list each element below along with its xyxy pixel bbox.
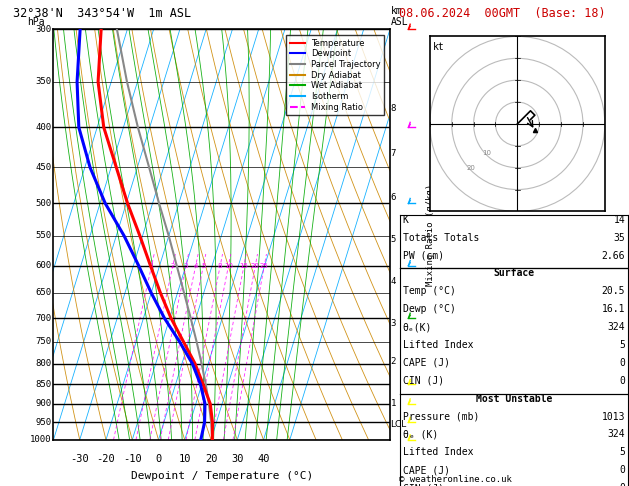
Text: 40: 40 bbox=[257, 454, 270, 464]
Text: 15: 15 bbox=[240, 262, 248, 269]
Text: 16.1: 16.1 bbox=[602, 304, 625, 314]
Text: 10: 10 bbox=[482, 150, 491, 156]
Text: km
ASL: km ASL bbox=[391, 5, 408, 27]
Text: 20: 20 bbox=[205, 454, 217, 464]
Text: Lifted Index: Lifted Index bbox=[403, 447, 473, 457]
Text: 20: 20 bbox=[251, 262, 260, 269]
Text: kt: kt bbox=[433, 42, 445, 52]
Text: 850: 850 bbox=[36, 380, 52, 389]
Text: Dewpoint / Temperature (°C): Dewpoint / Temperature (°C) bbox=[131, 470, 313, 481]
Text: Temp (°C): Temp (°C) bbox=[403, 286, 455, 296]
Text: 750: 750 bbox=[36, 337, 52, 346]
Text: 30: 30 bbox=[231, 454, 243, 464]
Text: 3: 3 bbox=[184, 262, 188, 269]
Text: 1: 1 bbox=[149, 262, 154, 269]
Text: CAPE (J): CAPE (J) bbox=[403, 465, 450, 475]
Text: 2.66: 2.66 bbox=[602, 251, 625, 260]
Text: 700: 700 bbox=[36, 313, 52, 323]
Text: 300: 300 bbox=[36, 25, 52, 34]
Text: 500: 500 bbox=[36, 199, 52, 208]
Text: θₑ(K): θₑ(K) bbox=[403, 322, 432, 332]
Text: CAPE (J): CAPE (J) bbox=[403, 358, 450, 368]
Text: 25: 25 bbox=[260, 262, 269, 269]
Text: CIN (J): CIN (J) bbox=[403, 483, 443, 486]
Text: 0: 0 bbox=[155, 454, 162, 464]
Text: 324: 324 bbox=[608, 322, 625, 332]
Text: 0: 0 bbox=[620, 376, 625, 386]
Text: 10: 10 bbox=[224, 262, 233, 269]
Text: 6: 6 bbox=[391, 193, 396, 202]
Text: Totals Totals: Totals Totals bbox=[403, 233, 479, 243]
Text: 7: 7 bbox=[391, 149, 396, 158]
Text: 35: 35 bbox=[613, 233, 625, 243]
Text: 900: 900 bbox=[36, 399, 52, 408]
Text: 400: 400 bbox=[36, 123, 52, 132]
Text: 4: 4 bbox=[194, 262, 198, 269]
Text: 650: 650 bbox=[36, 288, 52, 297]
Text: 5: 5 bbox=[620, 340, 625, 350]
Text: hPa: hPa bbox=[28, 17, 45, 27]
Text: 550: 550 bbox=[36, 231, 52, 241]
Text: 5: 5 bbox=[620, 447, 625, 457]
Text: 14: 14 bbox=[613, 215, 625, 225]
Text: 1013: 1013 bbox=[602, 412, 625, 421]
Text: 1000: 1000 bbox=[30, 435, 52, 444]
Text: Dewp (°C): Dewp (°C) bbox=[403, 304, 455, 314]
Text: 950: 950 bbox=[36, 418, 52, 427]
Text: 324: 324 bbox=[608, 430, 625, 439]
Text: 1: 1 bbox=[391, 399, 396, 408]
Text: -20: -20 bbox=[97, 454, 115, 464]
Text: 2: 2 bbox=[170, 262, 175, 269]
Text: 0: 0 bbox=[620, 483, 625, 486]
Text: Mixing Ratio (g/kg): Mixing Ratio (g/kg) bbox=[426, 183, 435, 286]
Text: LCL: LCL bbox=[390, 420, 406, 429]
Legend: Temperature, Dewpoint, Parcel Trajectory, Dry Adiabat, Wet Adiabat, Isotherm, Mi: Temperature, Dewpoint, Parcel Trajectory… bbox=[286, 35, 384, 115]
Text: 350: 350 bbox=[36, 77, 52, 86]
Text: 800: 800 bbox=[36, 359, 52, 368]
Text: PW (cm): PW (cm) bbox=[403, 251, 443, 260]
Text: 10: 10 bbox=[179, 454, 191, 464]
Text: 8: 8 bbox=[391, 104, 396, 113]
Text: 20: 20 bbox=[467, 165, 476, 171]
Text: 0: 0 bbox=[620, 465, 625, 475]
Text: 08.06.2024  00GMT  (Base: 18): 08.06.2024 00GMT (Base: 18) bbox=[399, 7, 606, 20]
Text: Lifted Index: Lifted Index bbox=[403, 340, 473, 350]
Text: 0: 0 bbox=[620, 358, 625, 368]
Text: 20.5: 20.5 bbox=[602, 286, 625, 296]
Text: © weatheronline.co.uk: © weatheronline.co.uk bbox=[399, 474, 512, 484]
Text: 8: 8 bbox=[218, 262, 223, 269]
Text: 5: 5 bbox=[391, 235, 396, 244]
Text: 32°38'N  343°54'W  1m ASL: 32°38'N 343°54'W 1m ASL bbox=[13, 7, 191, 20]
Text: 2: 2 bbox=[391, 357, 396, 366]
Text: 600: 600 bbox=[36, 261, 52, 270]
Text: K: K bbox=[403, 215, 408, 225]
Text: 4: 4 bbox=[391, 277, 396, 286]
Text: Surface: Surface bbox=[493, 268, 535, 278]
Text: CIN (J): CIN (J) bbox=[403, 376, 443, 386]
Text: θₑ (K): θₑ (K) bbox=[403, 430, 438, 439]
Text: -30: -30 bbox=[70, 454, 89, 464]
Text: 450: 450 bbox=[36, 163, 52, 172]
Text: 5: 5 bbox=[201, 262, 206, 269]
Text: -10: -10 bbox=[123, 454, 142, 464]
Text: Most Unstable: Most Unstable bbox=[476, 394, 552, 404]
Text: Pressure (mb): Pressure (mb) bbox=[403, 412, 479, 421]
Text: 3: 3 bbox=[391, 318, 396, 328]
